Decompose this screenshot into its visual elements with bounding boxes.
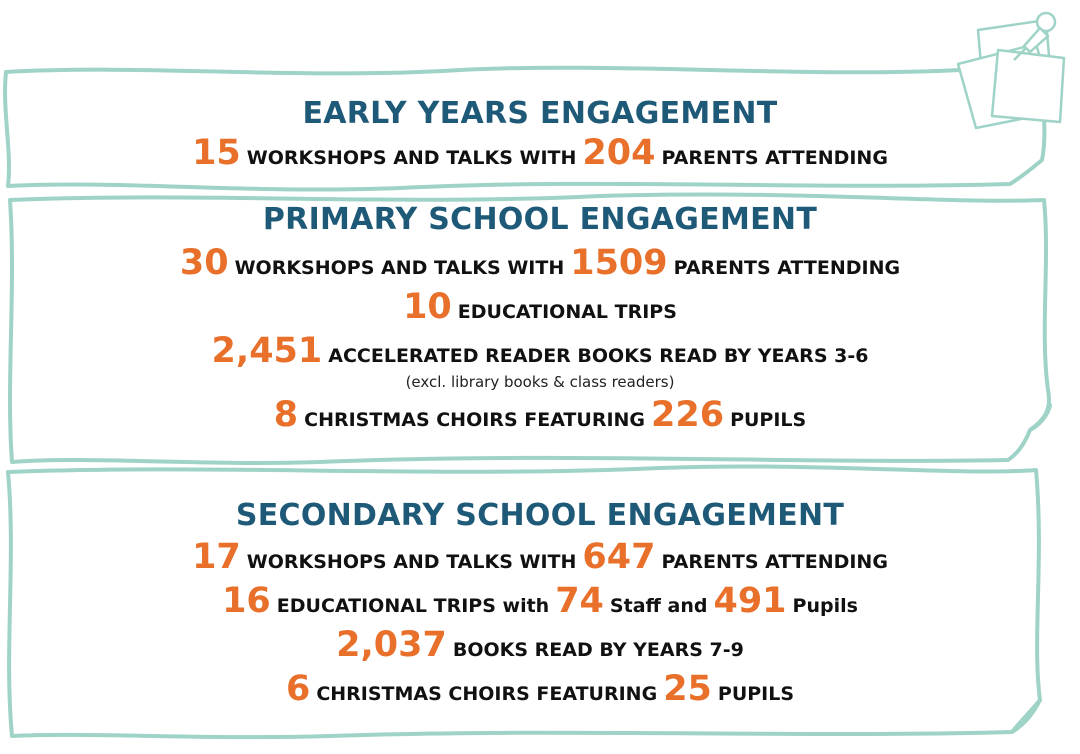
secondary-trips-line: 16 EDUCATIONAL TRIPS with 74 Staff and 491 Pu… [0, 581, 1080, 621]
primary-trips-line: 10 EDUCATIONAL TRIPS [0, 287, 1080, 327]
stat-number: 74 [555, 581, 604, 621]
early-years-section: EARLY YEARS ENGAGEMENT 15 WORKSHOPS AND T… [0, 96, 1080, 173]
stat-label: WORKSHOPS AND TALKS WITH [246, 551, 577, 573]
primary-title: PRIMARY SCHOOL ENGAGEMENT [262, 202, 818, 237]
secondary-choirs-line: 6 CHRISTMAS CHOIRS FEATURING 25 PUPILS [0, 669, 1080, 709]
secondary-section: SECONDARY SCHOOL ENGAGEMENT 17 WORKSHOPS … [0, 498, 1080, 709]
stat-label: CHRISTMAS CHOIRS FEATURING [304, 409, 646, 431]
stat-number: 8 [273, 395, 299, 435]
primary-section: PRIMARY SCHOOL ENGAGEMENT 30 WORKSHOPS AN… [0, 202, 1080, 435]
primary-reader-note: (excl. library books & class readers) [405, 373, 675, 391]
stat-number: 16 [222, 581, 271, 621]
stat-number: 204 [582, 133, 656, 173]
stat-label: PARENTS ATTENDING [673, 257, 901, 279]
early-years-title: EARLY YEARS ENGAGEMENT [302, 96, 778, 131]
stat-label: EDUCATIONAL TRIPS [457, 301, 677, 323]
stat-number: 25 [663, 669, 712, 709]
primary-workshops-line: 30 WORKSHOPS AND TALKS WITH 1509 PARENTS AT… [0, 243, 1080, 283]
stat-number: 2,037 [336, 625, 447, 665]
stat-number: 30 [179, 243, 229, 283]
stat-label: CHRISTMAS CHOIRS FEATURING [316, 683, 658, 705]
stat-number: 226 [651, 395, 725, 435]
stat-label: EDUCATIONAL TRIPS with [276, 595, 550, 617]
stat-number: 2,451 [211, 331, 323, 371]
stat-label: PUPILS [717, 683, 795, 705]
stat-number: 10 [403, 287, 452, 327]
stat-number: 647 [582, 537, 656, 577]
stat-label: PARENTS ATTENDING [661, 551, 888, 573]
secondary-title: SECONDARY SCHOOL ENGAGEMENT [235, 498, 845, 533]
primary-choirs-line: 8 CHRISTMAS CHOIRS FEATURING 226 PUPILS [0, 395, 1080, 435]
stat-label: Staff and [609, 595, 708, 617]
stat-label: WORKSHOPS AND TALKS WITH [246, 147, 577, 169]
stat-number: 17 [192, 537, 241, 577]
primary-reader-line: 2,451 ACCELERATED READER BOOKS READ BY YE… [0, 331, 1080, 371]
stat-number: 6 [285, 669, 311, 709]
stat-number: 1509 [570, 243, 668, 283]
stat-number: 15 [192, 133, 241, 173]
stat-label: WORKSHOPS AND TALKS WITH [234, 257, 565, 279]
stat-label: Pupils [792, 595, 858, 617]
stat-label: PUPILS [730, 409, 807, 431]
stat-label: ACCELERATED READER BOOKS READ BY YEARS 3… [328, 345, 869, 367]
secondary-workshops-line: 17 WORKSHOPS AND TALKS WITH 647 PARENTS ATT… [0, 537, 1080, 577]
stat-number: 491 [713, 581, 787, 621]
secondary-books-line: 2,037 BOOKS READ BY YEARS 7-9 [0, 625, 1080, 665]
stat-label: BOOKS READ BY YEARS 7-9 [452, 639, 744, 661]
early-years-workshops-line: 15 WORKSHOPS AND TALKS WITH 204 PARENTS ATT… [0, 133, 1080, 173]
stat-label: PARENTS ATTENDING [661, 147, 888, 169]
